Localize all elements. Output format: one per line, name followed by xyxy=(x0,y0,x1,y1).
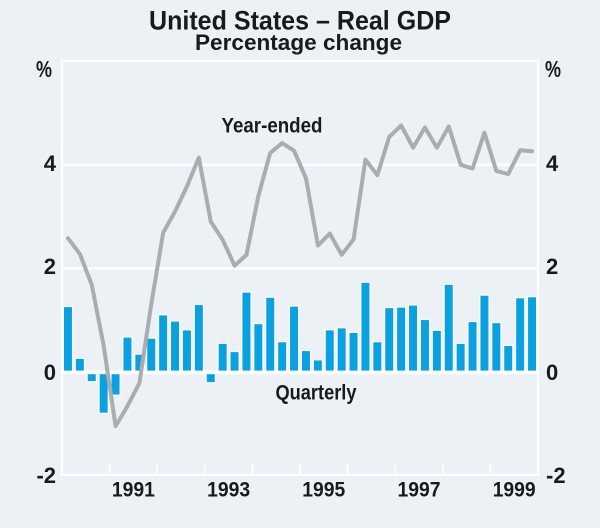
svg-text:United States – Real GDP: United States – Real GDP xyxy=(149,6,451,36)
svg-text:-2: -2 xyxy=(36,463,56,488)
svg-text:Percentage change: Percentage change xyxy=(195,30,402,55)
svg-text:%: % xyxy=(36,56,52,82)
svg-text:-2: -2 xyxy=(546,463,566,488)
svg-text:Year-ended: Year-ended xyxy=(222,114,323,138)
svg-text:1993: 1993 xyxy=(207,478,250,502)
svg-text:4: 4 xyxy=(546,151,559,176)
svg-text:4: 4 xyxy=(44,151,57,176)
svg-text:1991: 1991 xyxy=(112,478,155,502)
svg-text:1995: 1995 xyxy=(302,478,345,502)
svg-text:0: 0 xyxy=(44,360,56,385)
svg-text:2: 2 xyxy=(546,254,558,279)
svg-text:Quarterly: Quarterly xyxy=(276,381,357,405)
svg-text:1997: 1997 xyxy=(398,478,441,502)
svg-text:%: % xyxy=(545,56,561,82)
svg-text:2: 2 xyxy=(44,254,56,279)
svg-text:1999: 1999 xyxy=(493,478,536,502)
svg-text:0: 0 xyxy=(546,360,558,385)
